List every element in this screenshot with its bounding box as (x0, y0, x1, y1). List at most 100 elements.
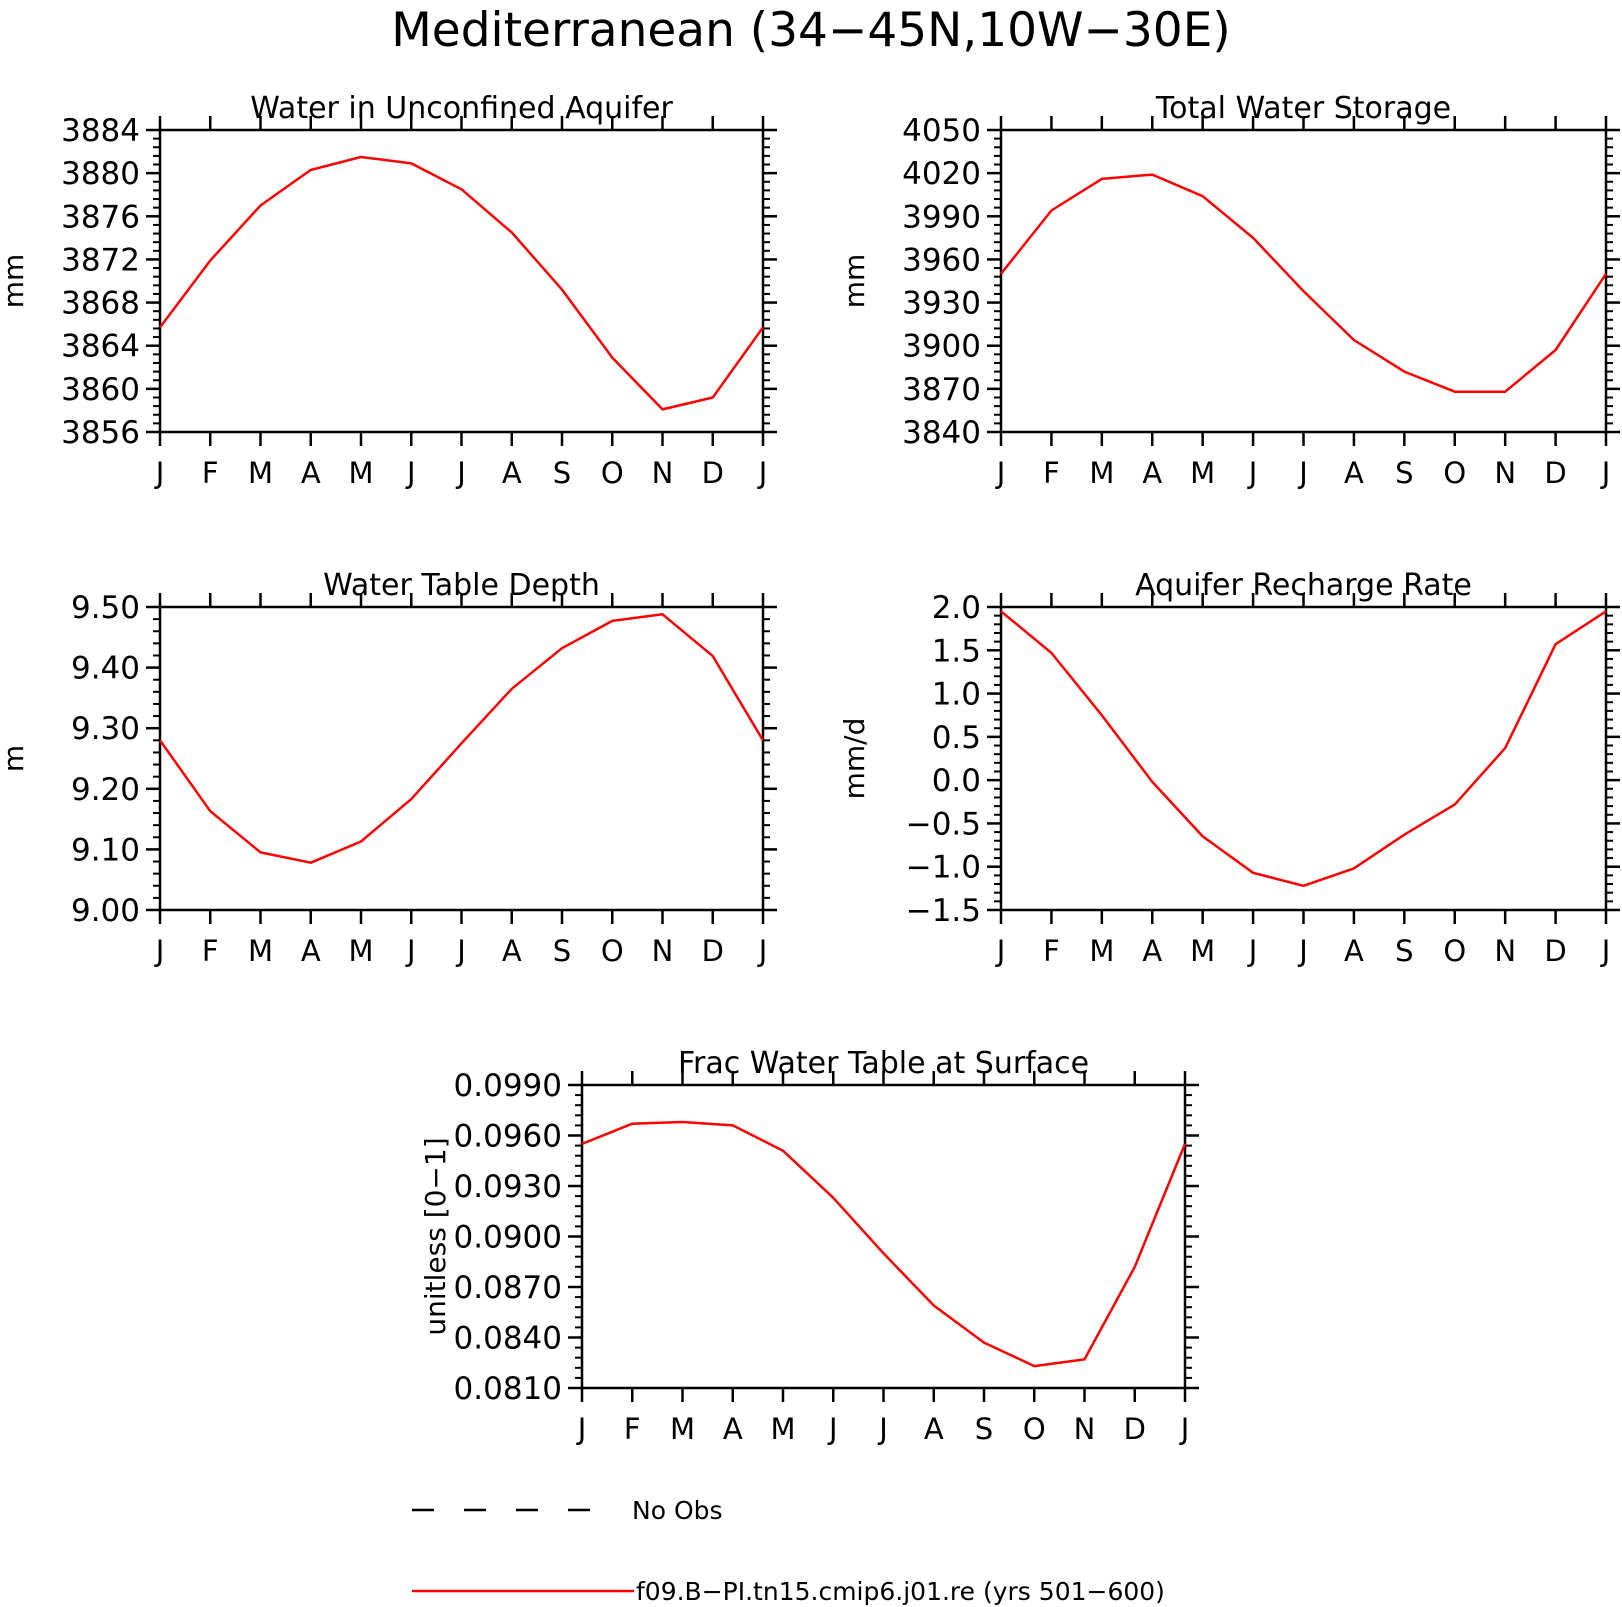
y-axis-label: m (0, 745, 30, 772)
y-tick-label: 3990 (902, 199, 981, 235)
x-tick-label: O (1443, 456, 1466, 490)
x-tick-label: M (1190, 934, 1215, 968)
x-tick-label: J (154, 456, 165, 490)
x-tick-label: D (1544, 456, 1566, 490)
x-tick-label: N (1494, 456, 1516, 490)
x-tick-label: M (670, 1412, 695, 1446)
x-tick-label: J (1179, 1412, 1190, 1446)
series-line (581, 1120, 1187, 1368)
y-tick-label: 0.0990 (454, 1068, 562, 1104)
y-tick-label: 3870 (902, 372, 981, 408)
x-tick-label: A (1344, 934, 1364, 968)
x-tick-label: A (502, 934, 522, 968)
y-tick-label: 9.50 (71, 590, 140, 626)
x-tick-label: D (1124, 1412, 1146, 1446)
series-line (159, 155, 765, 411)
x-tick-label: N (652, 934, 674, 968)
y-tick-label: 9.00 (71, 893, 140, 929)
plot-frame (158, 128, 765, 434)
y-tick-label: 3884 (61, 113, 140, 149)
y-tick-label: 3840 (902, 415, 981, 451)
y-tick-label: −1.5 (906, 893, 981, 929)
x-tick-label: N (1494, 934, 1516, 968)
x-tick-label: S (553, 934, 571, 968)
y-tick-label: 0.0810 (454, 1371, 562, 1407)
x-tick-label: A (301, 934, 321, 968)
x-tick-label: M (248, 934, 273, 968)
x-tick-label: M (348, 934, 373, 968)
x-tick-label: J (154, 934, 165, 968)
legend-label-model: f09.B−PI.tn15.cmip6.j01.re (yrs 501−600) (636, 1577, 1165, 1606)
x-tick-label: A (1142, 934, 1162, 968)
x-tick-label: J (405, 934, 416, 968)
x-tick-label: D (702, 934, 724, 968)
x-tick-label: J (576, 1412, 587, 1446)
x-tick-label: J (995, 456, 1006, 490)
x-tick-label: M (1089, 456, 1114, 490)
legend: No Obs f09.B−PI.tn15.cmip6.j01.re (yrs 5… (412, 1496, 1165, 1606)
plot-frame (999, 128, 1608, 434)
x-tick-label: D (702, 456, 724, 490)
y-tick-label: 9.40 (71, 651, 140, 687)
y-tick-label: −1.0 (906, 850, 981, 886)
x-tick-label: A (502, 456, 522, 490)
y-tick-label: 3868 (61, 286, 140, 322)
x-tick-label: N (652, 456, 674, 490)
x-tick-label: F (202, 456, 219, 490)
y-tick-label: 4050 (902, 113, 981, 149)
x-tick-label: J (877, 1412, 888, 1446)
series-line (1000, 173, 1608, 393)
x-tick-label: J (405, 456, 416, 490)
x-tick-label: N (1074, 1412, 1096, 1446)
figure-title: Mediterranean (34−45N,10W−30E) (391, 3, 1230, 58)
x-tick-label: J (455, 456, 466, 490)
y-tick-label: 3860 (61, 372, 140, 408)
y-tick-label: 3880 (61, 156, 140, 192)
x-tick-label: J (757, 934, 768, 968)
y-tick-label: 0.0930 (454, 1169, 562, 1205)
y-tick-label: 4020 (902, 156, 981, 192)
x-tick-label: A (1142, 456, 1162, 490)
y-tick-label: 1.0 (932, 677, 981, 713)
plot-frame (158, 605, 765, 912)
series-line (158, 613, 765, 864)
x-tick-label: A (723, 1412, 743, 1446)
y-tick-label: 3876 (61, 199, 140, 235)
y-axis-label: mm (838, 254, 871, 309)
x-tick-label: J (827, 1412, 838, 1446)
x-tick-label: J (1600, 934, 1611, 968)
x-tick-label: F (624, 1412, 641, 1446)
y-axis-label: mm/d (838, 718, 871, 800)
y-tick-label: 0.0840 (454, 1321, 562, 1357)
x-tick-label: O (1023, 1412, 1046, 1446)
x-tick-label: F (1043, 456, 1060, 490)
y-tick-label: 0.0 (932, 763, 981, 799)
x-tick-label: D (1544, 934, 1566, 968)
x-tick-label: M (1089, 934, 1114, 968)
y-tick-label: 0.5 (932, 720, 981, 756)
y-tick-label: 9.10 (71, 832, 140, 868)
x-tick-label: M (1190, 456, 1215, 490)
y-axis-label: unitless [0−1] (419, 1137, 452, 1335)
y-tick-label: 3930 (902, 286, 981, 322)
x-tick-label: O (1443, 934, 1466, 968)
x-tick-label: M (770, 1412, 795, 1446)
y-tick-label: 3900 (902, 329, 981, 365)
x-tick-label: J (1247, 934, 1258, 968)
series-line (1000, 610, 1607, 888)
y-tick-label: 3960 (902, 242, 981, 278)
y-tick-label: 1.5 (932, 633, 981, 669)
x-tick-label: O (601, 456, 624, 490)
x-tick-label: M (348, 456, 373, 490)
x-tick-label: F (202, 934, 219, 968)
y-tick-label: 9.30 (71, 711, 140, 747)
x-tick-label: M (248, 456, 273, 490)
x-tick-label: J (995, 934, 1006, 968)
x-tick-label: S (1395, 934, 1413, 968)
y-tick-label: 3864 (61, 329, 140, 365)
